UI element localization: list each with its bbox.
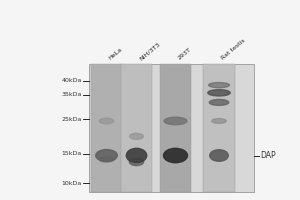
Text: 25kDa: 25kDa <box>61 117 82 122</box>
Ellipse shape <box>210 150 228 161</box>
Bar <box>88 64 254 192</box>
Bar <box>160 64 191 192</box>
Bar <box>121 64 152 192</box>
Ellipse shape <box>96 150 117 162</box>
Bar <box>203 64 235 192</box>
Ellipse shape <box>164 148 188 163</box>
Text: HeLa: HeLa <box>108 47 124 61</box>
Text: 10kDa: 10kDa <box>62 181 82 186</box>
Ellipse shape <box>130 133 143 139</box>
Ellipse shape <box>170 172 181 176</box>
Ellipse shape <box>164 117 187 125</box>
Ellipse shape <box>126 148 147 163</box>
Bar <box>91 64 122 192</box>
Text: 15kDa: 15kDa <box>62 151 82 156</box>
Text: NIH/3T3: NIH/3T3 <box>138 41 161 61</box>
Ellipse shape <box>100 157 113 162</box>
Text: Rat testis: Rat testis <box>220 38 246 61</box>
Ellipse shape <box>212 119 226 123</box>
Ellipse shape <box>208 90 230 96</box>
Text: 35kDa: 35kDa <box>61 92 82 97</box>
Ellipse shape <box>209 99 229 105</box>
Ellipse shape <box>129 158 144 166</box>
Ellipse shape <box>208 83 230 88</box>
Ellipse shape <box>99 118 114 124</box>
Text: DAP: DAP <box>260 151 276 160</box>
Text: 40kDa: 40kDa <box>61 78 82 83</box>
Text: 293T: 293T <box>177 47 192 61</box>
